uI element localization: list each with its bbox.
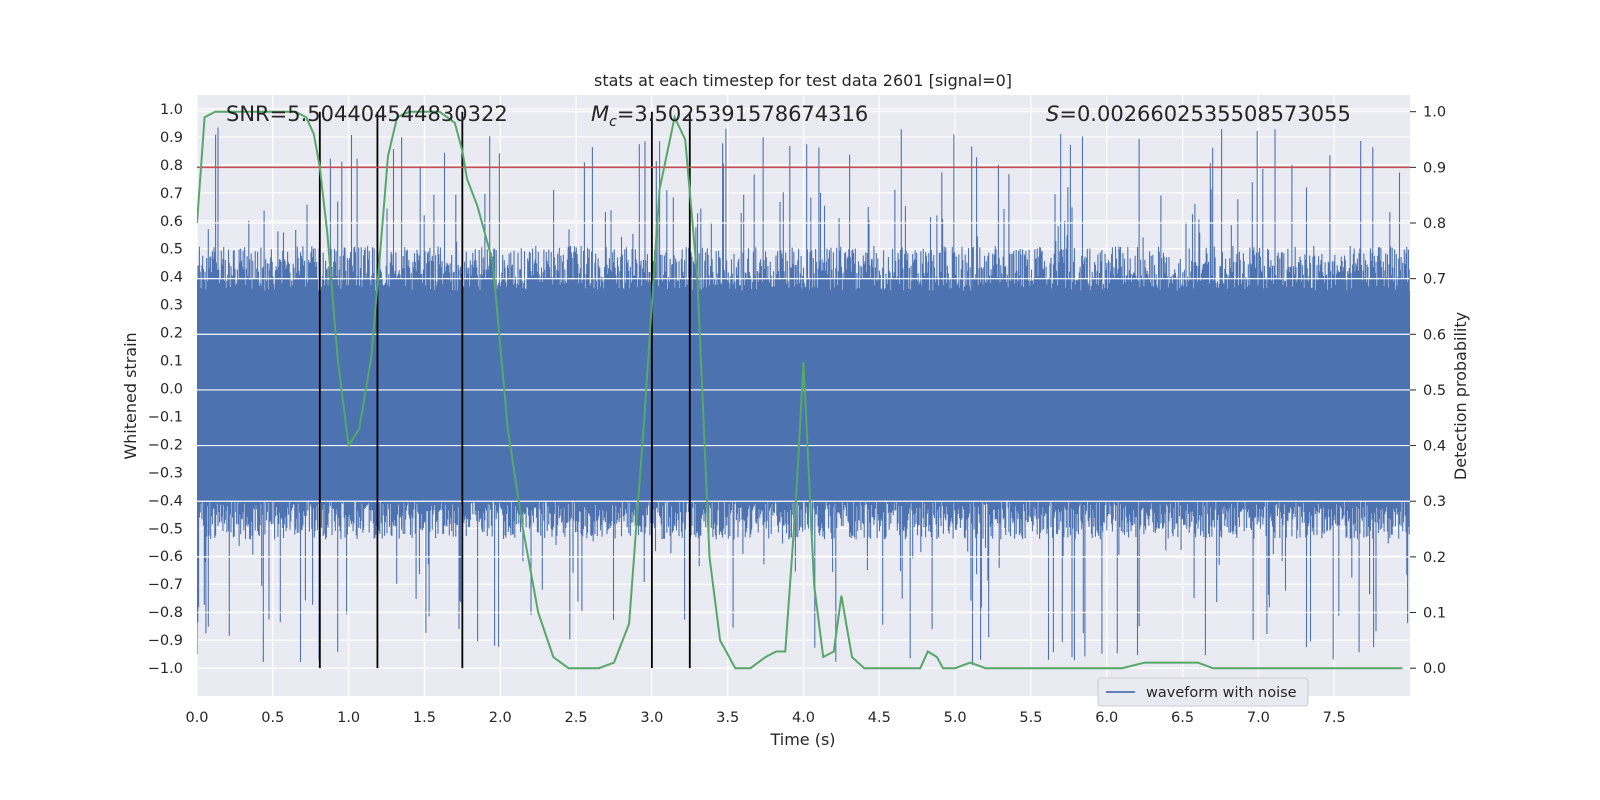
x-tick-label: 1.5 — [413, 710, 436, 726]
chirp-mass-value: =3.5025391578674316 — [617, 102, 868, 126]
y-tick-label: 0.8 — [160, 158, 183, 174]
y-tick-label: 1.0 — [160, 102, 183, 118]
y2-tick-label: 0.9 — [1423, 160, 1446, 176]
x-tick-label: 7.0 — [1247, 710, 1270, 726]
y2-tick-label: 0.5 — [1423, 383, 1446, 399]
legend-label: waveform with noise — [1146, 685, 1297, 701]
y-tick-label: −0.5 — [148, 521, 183, 537]
legend: waveform with noise — [1097, 677, 1309, 707]
probability-line — [197, 110, 1403, 670]
waveform-series — [197, 127, 1410, 665]
x-tick-label: 2.0 — [489, 710, 512, 726]
y-tick-label: −0.2 — [148, 437, 183, 453]
legend-box — [1097, 677, 1309, 707]
y2-tick-label: 0.7 — [1423, 272, 1446, 288]
x-tick-label: 4.5 — [868, 710, 891, 726]
y2-axis-label: Detection probability — [1451, 312, 1470, 480]
y-tick-label: 0.4 — [160, 270, 183, 286]
x-tick-label: 6.5 — [1171, 710, 1194, 726]
vertical-markers — [318, 111, 691, 669]
x-tick-label: 5.0 — [944, 710, 967, 726]
x-axis-label: Time (s) — [769, 730, 835, 749]
s-symbol: S — [1046, 102, 1059, 126]
chirp-mass-subscript: c — [609, 114, 617, 130]
x-axis-ticks: 0.0 0.5 1.0 1.5 2.0 2.5 3.0 3.5 4.0 4.5 5.0 5.5 6.0 6… — [185, 710, 1345, 726]
y2-tick-label: 0.0 — [1423, 661, 1446, 677]
chirp-mass-symbol: M — [591, 102, 609, 126]
s-annotation: S=0.0026602535508573055 — [1046, 102, 1351, 126]
y-axis-ticks: 1.0 0.9 0.8 0.7 0.6 0.5 0.4 0.3 0.2 0.1 0.0 −0.1 −0.… — [148, 102, 183, 677]
y2-tick-label: 0.8 — [1423, 216, 1446, 232]
y-tick-label: 0.9 — [160, 130, 183, 146]
y-tick-label: −0.6 — [148, 549, 183, 565]
y-tick-label: 0.6 — [160, 214, 183, 230]
chart-title: stats at each timestep for test data 260… — [594, 71, 1012, 90]
x-tick-label: 1.0 — [337, 710, 360, 726]
snr-annotation: SNR=5.504404544830322 — [226, 102, 508, 126]
x-tick-label: 4.0 — [792, 710, 815, 726]
x-tick-label: 0.5 — [261, 710, 284, 726]
x-tick-label: 6.0 — [1095, 710, 1118, 726]
y-tick-label: 0.3 — [160, 298, 183, 314]
y2-tick-label: 0.6 — [1423, 327, 1446, 343]
y-tick-label: −0.8 — [148, 605, 183, 621]
y-tick-label: 0.0 — [160, 382, 183, 398]
y-tick-label: 0.2 — [160, 326, 183, 342]
y-tick-label: −0.9 — [148, 633, 183, 649]
x-tick-label: 3.0 — [640, 710, 663, 726]
y-axis-label: Whitened strain — [121, 332, 140, 459]
x-tick-label: 5.5 — [1019, 710, 1042, 726]
y2-tick-label: 0.2 — [1423, 550, 1446, 566]
probability-series — [197, 110, 1403, 670]
s-value: =0.0026602535508573055 — [1059, 102, 1351, 126]
y2-tick-label: 1.0 — [1423, 105, 1446, 121]
y2-tick-label: 0.1 — [1423, 606, 1446, 622]
y2-tick-label: 0.4 — [1423, 439, 1446, 455]
y-tick-label: −0.7 — [148, 577, 183, 593]
x-tick-label: 3.5 — [716, 710, 739, 726]
y-tick-label: −0.1 — [148, 409, 183, 425]
chirp-mass-annotation: Mc=3.5025391578674316 — [591, 102, 868, 130]
y-tick-label: 0.1 — [160, 354, 183, 370]
y-tick-label: −0.4 — [148, 493, 183, 509]
plot-area — [197, 110, 1410, 670]
x-tick-label: 0.0 — [185, 710, 208, 726]
y2-axis-ticks: 1.0 0.9 0.8 0.7 0.6 0.5 0.4 0.3 0.2 0.1 0.0 — [1410, 105, 1446, 677]
y-tick-label: 0.7 — [160, 186, 183, 202]
x-tick-label: 2.5 — [565, 710, 588, 726]
x-tick-label: 7.5 — [1323, 710, 1346, 726]
y2-tick-label: 0.3 — [1423, 494, 1446, 510]
y-tick-label: −0.3 — [148, 465, 183, 481]
y-tick-label: 0.5 — [160, 242, 183, 258]
y-tick-label: −1.0 — [148, 661, 183, 677]
